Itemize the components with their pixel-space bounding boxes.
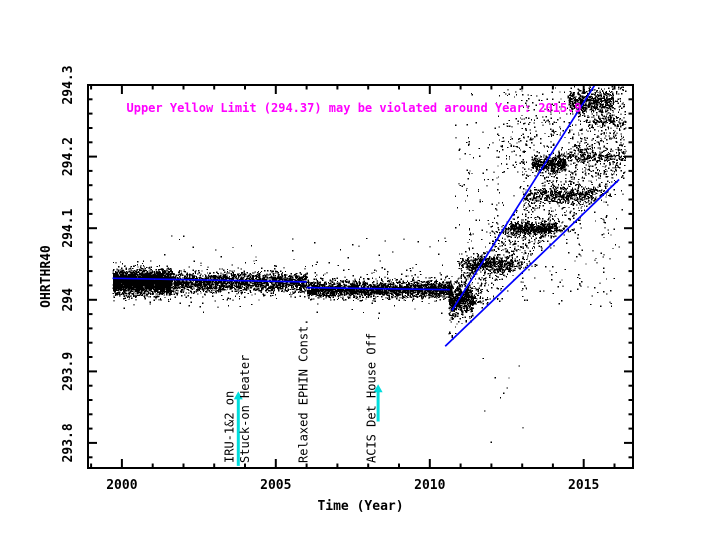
x-tick-label: 2010 bbox=[414, 478, 445, 493]
event-annotation-label: ACIS Det House Off bbox=[364, 333, 378, 463]
y-tick-label: 293.8 bbox=[61, 423, 76, 462]
y-tick-label: 294 bbox=[61, 288, 76, 312]
y-tick-label: 294.3 bbox=[61, 65, 76, 104]
event-arrow bbox=[373, 384, 383, 422]
band-fit-early bbox=[112, 277, 307, 283]
axes bbox=[87, 84, 634, 469]
x-axis-title: Time (Year) bbox=[317, 499, 403, 514]
event-annotation-label: Relaxed EPHIN Const. bbox=[297, 319, 311, 464]
y-tick-label: 294.2 bbox=[61, 137, 76, 176]
event-annotation-label: IRU-1&2 on bbox=[223, 391, 237, 463]
y-axis-title: OHRTHR40 bbox=[39, 245, 54, 308]
arrow-head-icon bbox=[373, 384, 383, 393]
y-tick-label: 293.9 bbox=[61, 352, 76, 391]
rising-fit-upper bbox=[451, 85, 596, 311]
x-tick-label: 2015 bbox=[568, 478, 599, 493]
rising-fit-lower bbox=[444, 178, 620, 347]
x-tick-label: 2005 bbox=[260, 478, 291, 493]
event-annotation-label: Stuck-on Heater bbox=[238, 355, 252, 463]
limit-warning-text: Upper Yellow Limit (294.37) may be viola… bbox=[127, 101, 582, 115]
scatter-series bbox=[112, 85, 627, 443]
fit-lines bbox=[112, 85, 620, 347]
event-arrow bbox=[233, 391, 243, 466]
x-tick-label: 2000 bbox=[106, 478, 137, 493]
y-tick-label: 294.1 bbox=[61, 208, 76, 247]
arrow-head-icon bbox=[233, 391, 243, 400]
plot-frame bbox=[87, 84, 634, 469]
band-fit-late bbox=[306, 286, 450, 291]
